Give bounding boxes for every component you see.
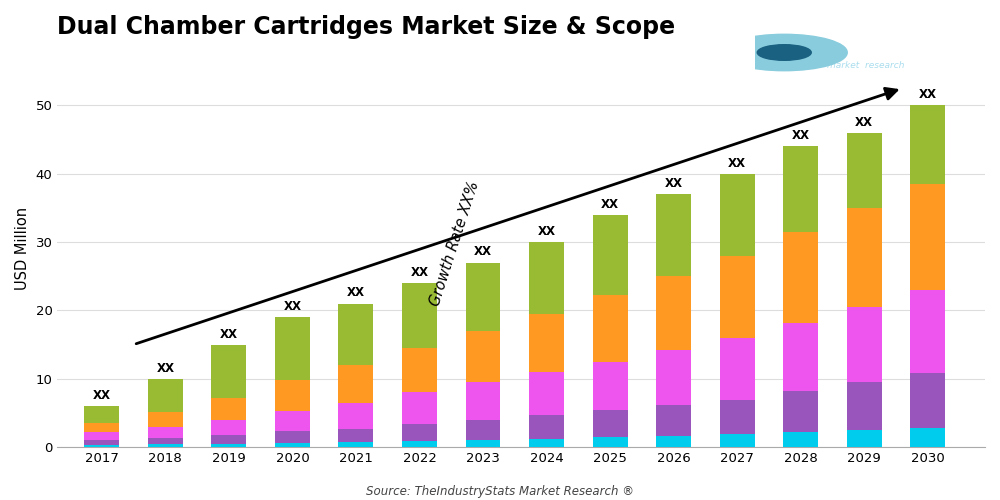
- Circle shape: [721, 34, 847, 70]
- Text: XX: XX: [855, 116, 873, 128]
- Text: XX: XX: [156, 362, 174, 374]
- Bar: [211, 444, 246, 447]
- Bar: [783, 146, 818, 232]
- Bar: [466, 420, 500, 440]
- Bar: [847, 382, 882, 430]
- Bar: [148, 379, 183, 412]
- Bar: [847, 307, 882, 382]
- Bar: [338, 365, 373, 403]
- Bar: [402, 283, 437, 348]
- Text: XX: XX: [728, 156, 746, 170]
- Text: XX: XX: [220, 328, 238, 340]
- Text: XX: XX: [919, 88, 937, 102]
- Bar: [338, 304, 373, 365]
- Bar: [783, 322, 818, 391]
- Bar: [593, 296, 628, 362]
- Bar: [211, 398, 246, 420]
- Bar: [211, 344, 246, 398]
- Bar: [275, 411, 310, 432]
- Bar: [84, 432, 119, 440]
- Bar: [338, 428, 373, 442]
- Bar: [338, 402, 373, 428]
- Bar: [148, 444, 183, 447]
- Text: XX: XX: [792, 130, 810, 142]
- Bar: [466, 382, 500, 420]
- Bar: [529, 372, 564, 415]
- Text: XX: XX: [538, 225, 556, 238]
- Text: Dual Chamber Cartridges Market Size & Scope: Dual Chamber Cartridges Market Size & Sc…: [57, 15, 675, 39]
- Bar: [275, 443, 310, 447]
- Bar: [720, 174, 755, 256]
- Bar: [593, 362, 628, 410]
- Bar: [593, 437, 628, 447]
- Bar: [402, 348, 437, 393]
- Bar: [84, 445, 119, 447]
- Bar: [783, 391, 818, 432]
- Bar: [529, 314, 564, 372]
- Bar: [783, 432, 818, 447]
- Bar: [84, 406, 119, 422]
- Bar: [466, 440, 500, 447]
- Bar: [84, 440, 119, 445]
- Text: market  research: market research: [827, 61, 904, 70]
- Bar: [910, 290, 945, 374]
- Y-axis label: USD Million: USD Million: [15, 208, 30, 290]
- Bar: [529, 415, 564, 439]
- Bar: [529, 439, 564, 447]
- Bar: [402, 424, 437, 441]
- Text: XX: XX: [474, 246, 492, 258]
- Bar: [656, 436, 691, 447]
- Bar: [847, 132, 882, 208]
- Bar: [656, 405, 691, 436]
- Text: Source: TheIndustryStats Market Research ®: Source: TheIndustryStats Market Research…: [366, 484, 634, 498]
- Bar: [783, 232, 818, 322]
- Bar: [275, 318, 310, 380]
- Text: XX: XX: [665, 177, 683, 190]
- Text: XX: XX: [347, 286, 365, 300]
- Bar: [847, 208, 882, 307]
- Bar: [720, 434, 755, 447]
- Bar: [211, 420, 246, 435]
- Bar: [148, 438, 183, 444]
- Bar: [720, 400, 755, 434]
- Bar: [148, 412, 183, 426]
- Bar: [148, 426, 183, 438]
- Bar: [402, 441, 437, 447]
- Bar: [656, 276, 691, 350]
- Bar: [847, 430, 882, 447]
- Text: XX: XX: [601, 198, 619, 210]
- Text: The Industry Stats: The Industry Stats: [827, 36, 936, 46]
- Bar: [275, 432, 310, 443]
- Text: XX: XX: [283, 300, 301, 313]
- Bar: [593, 214, 628, 296]
- Bar: [910, 106, 945, 184]
- Bar: [656, 350, 691, 405]
- Bar: [656, 194, 691, 276]
- Bar: [466, 331, 500, 382]
- Bar: [910, 374, 945, 428]
- Bar: [211, 435, 246, 444]
- Text: XX: XX: [410, 266, 428, 279]
- Bar: [84, 422, 119, 432]
- Bar: [529, 242, 564, 314]
- Bar: [910, 428, 945, 447]
- Text: XX: XX: [93, 389, 111, 402]
- Bar: [275, 380, 310, 411]
- Bar: [466, 262, 500, 331]
- Bar: [593, 410, 628, 437]
- Bar: [720, 256, 755, 338]
- Bar: [910, 184, 945, 290]
- Circle shape: [757, 44, 811, 60]
- Bar: [338, 442, 373, 447]
- Bar: [720, 338, 755, 400]
- Bar: [402, 392, 437, 424]
- Text: Growth Rate XX%: Growth Rate XX%: [427, 180, 482, 308]
